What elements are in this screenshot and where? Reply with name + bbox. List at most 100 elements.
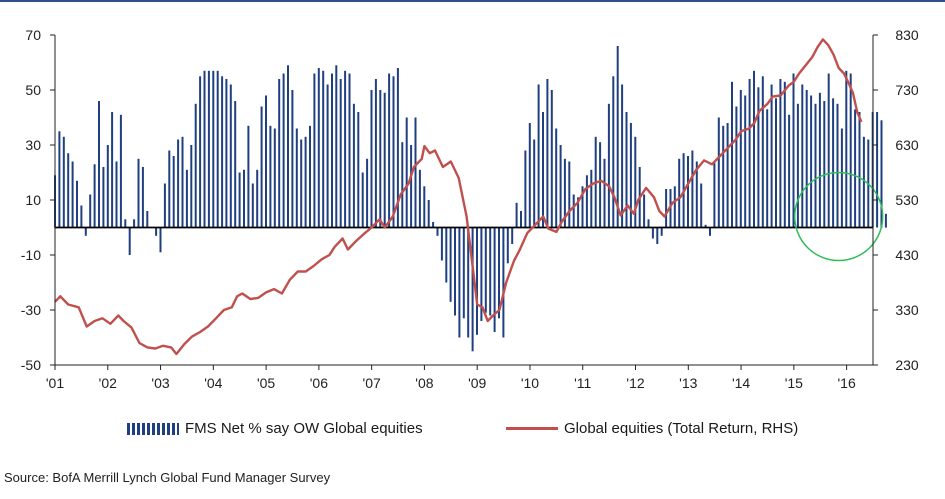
- fms-bar: [405, 117, 408, 228]
- fms-bar: [832, 98, 835, 228]
- x-tick-label: '14: [732, 375, 750, 391]
- fms-bar: [665, 189, 668, 228]
- fms-bar: [331, 73, 333, 228]
- x-tick-label: '05: [257, 375, 275, 391]
- fms-bar: [805, 90, 808, 228]
- legend-item-fms: FMS Net % say OW Global equities: [127, 420, 423, 437]
- fms-bar: [757, 87, 760, 228]
- fms-bar: [445, 227, 448, 283]
- fms-bar: [159, 227, 162, 253]
- fms-bar: [185, 169, 188, 228]
- fms-bar: [273, 128, 276, 228]
- fms-bar: [436, 227, 439, 236]
- fms-bar: [814, 103, 817, 228]
- fms-bar: [616, 46, 619, 228]
- fms-bar: [533, 139, 536, 228]
- x-tick-label: '02: [99, 375, 117, 391]
- fms-bar: [568, 161, 571, 228]
- fms-bar: [476, 227, 478, 335]
- fms-bar: [177, 139, 180, 228]
- fms-bar: [84, 227, 87, 236]
- fms-bar: [876, 112, 879, 228]
- fms-bar: [172, 156, 175, 228]
- fms-bar: [322, 70, 325, 228]
- fms-bar: [678, 158, 681, 228]
- x-tick-label: '01: [46, 375, 64, 391]
- fms-bar: [260, 106, 263, 228]
- right-tick-label: 730: [895, 82, 919, 98]
- left-tick-label: -10: [21, 247, 41, 263]
- source-note: Source: BofA Merrill Lynch Global Fund M…: [4, 470, 331, 485]
- fms-bar: [840, 128, 843, 228]
- legend: FMS Net % say OW Global equities Global …: [0, 418, 945, 442]
- fms-bar: [243, 169, 245, 228]
- left-tick-label: 70: [25, 27, 41, 43]
- fms-bar: [269, 125, 272, 228]
- fms-bar: [629, 123, 632, 228]
- fms-bar: [304, 136, 307, 228]
- x-tick-label: '12: [626, 375, 644, 391]
- fms-bar: [256, 169, 259, 228]
- x-tick-label: '08: [415, 375, 433, 391]
- fms-bar: [744, 95, 747, 228]
- fms-bar: [542, 112, 544, 228]
- fms-bar: [427, 200, 430, 228]
- fms-bar: [432, 222, 435, 228]
- left-tick-label: 30: [25, 137, 41, 153]
- fms-bar: [181, 136, 184, 228]
- fms-bar: [489, 227, 492, 316]
- fms-bar: [396, 68, 399, 228]
- fms-bar: [361, 172, 364, 228]
- fms-bar: [695, 161, 698, 228]
- x-tick-label: '13: [679, 375, 697, 391]
- fms-bar: [423, 186, 426, 228]
- fms-bar: [700, 183, 703, 228]
- fms-bar: [370, 90, 373, 228]
- fms-bar: [71, 161, 74, 228]
- fms-bar: [234, 101, 237, 228]
- right-tick-label: 630: [895, 137, 919, 153]
- fms-bar: [502, 227, 505, 338]
- fms-bar: [379, 90, 382, 228]
- fms-bar: [133, 219, 136, 228]
- fms-bar: [111, 112, 114, 228]
- fms-bar: [137, 158, 140, 228]
- fms-bar: [410, 145, 413, 228]
- bars-layer: [54, 46, 887, 352]
- fms-bar: [753, 70, 755, 228]
- fms-bar: [203, 70, 206, 228]
- right-tick-label: 430: [895, 247, 919, 263]
- fms-bar: [810, 95, 813, 228]
- fms-bar: [572, 194, 575, 228]
- fms-bar: [388, 73, 391, 228]
- fms-bar: [651, 227, 654, 239]
- fms-bar: [471, 227, 474, 352]
- fms-bar: [168, 150, 171, 228]
- fms-bar: [344, 70, 347, 228]
- top-rule: [0, 0, 945, 2]
- fms-bar: [607, 103, 610, 228]
- fms-bar: [106, 145, 109, 228]
- fms-bar: [660, 227, 663, 236]
- fms-bar: [625, 112, 628, 228]
- fms-bar: [722, 125, 725, 228]
- x-tick-label: '11: [574, 375, 591, 391]
- fms-bar: [282, 73, 285, 228]
- fms-bar: [348, 73, 351, 228]
- fms-bar: [770, 84, 773, 228]
- fms-bar: [603, 158, 606, 228]
- fms-bar: [199, 76, 202, 228]
- fms-bar: [731, 81, 733, 228]
- fms-bar: [458, 227, 461, 338]
- fms-bar: [796, 103, 799, 228]
- fms-bar: [418, 169, 421, 228]
- fms-bar: [216, 70, 219, 228]
- fms-bar: [357, 112, 360, 228]
- fms-bar: [467, 227, 470, 338]
- fms-bar: [673, 186, 676, 228]
- fms-bar: [713, 161, 716, 228]
- x-tick-label: '09: [468, 375, 486, 391]
- x-tick-label: '16: [837, 375, 855, 391]
- fms-bar: [401, 142, 404, 228]
- fms-bar: [498, 227, 500, 319]
